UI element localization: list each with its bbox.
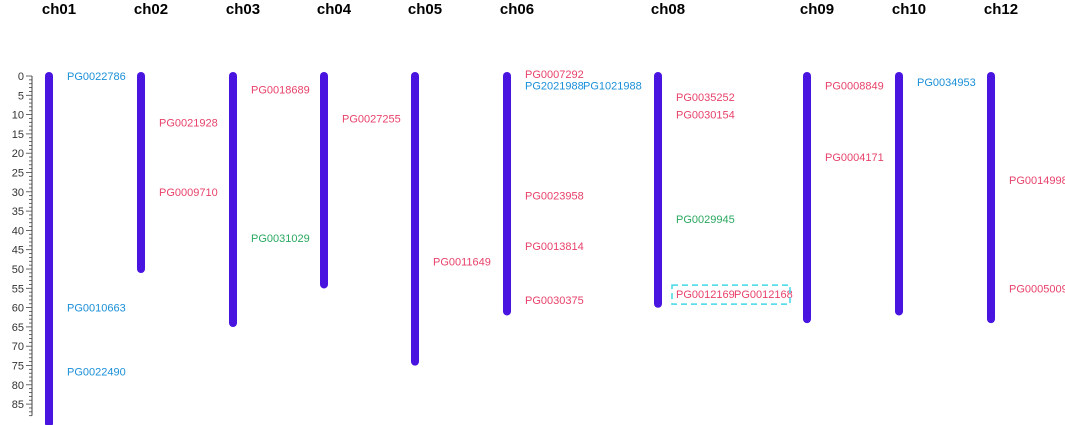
gene-label-PG0012168: PG0012168 [734, 289, 793, 301]
chromosome-bar-ch01 [45, 72, 53, 425]
chromosome-bar-ch10 [895, 72, 903, 316]
chromosome-title-ch10: ch10 [892, 1, 926, 18]
axis-tick-label: 60 [12, 303, 24, 315]
gene-label-PG0021928: PG0021928 [159, 117, 218, 129]
axis-tick-label: 30 [12, 187, 24, 199]
gene-label-PG0031029: PG0031029 [251, 233, 310, 245]
gene-label-PG0034953: PG0034953 [917, 77, 976, 89]
chromosome-title-ch03: ch03 [226, 1, 260, 18]
axis-tick-label: 85 [12, 399, 24, 411]
gene-labels: PG0022786 PG0010663 PG0022490 PG0021928 PG00… [67, 69, 1065, 378]
gene-label-PG0029945: PG0029945 [676, 214, 735, 226]
axis-tick-label: 55 [12, 283, 24, 295]
gene-label-PG0007292: PG0007292 [525, 69, 584, 81]
axis-tick-label: 75 [12, 361, 24, 373]
axis-tick-label: 40 [12, 225, 24, 237]
position-axis: 0 5 10 15 20 25 30 35 40 45 50 55 60 65 70 75 80 85 [12, 71, 33, 417]
chromosome-bar-ch06 [503, 72, 511, 316]
highlight-box [671, 284, 791, 305]
chromosome-bar-ch03 [229, 72, 237, 328]
gene-label-PG0022490: PG0022490 [67, 366, 126, 378]
gene-label-PG0030375: PG0030375 [525, 295, 584, 307]
gene-label-PG0018689: PG0018689 [251, 85, 310, 97]
chromosome-bar-ch05 [411, 72, 419, 366]
axis-tick-label: 70 [12, 341, 24, 353]
gene-label-PG0008849: PG0008849 [825, 81, 884, 93]
axis-tick-label: 25 [12, 168, 24, 180]
chromosomes: ch01 ch02 ch03 ch04 ch05 ch06 ch08 ch09 ch10 ch12 [42, 1, 1018, 425]
chromosome-bar-ch04 [320, 72, 328, 289]
axis-tick-label: 50 [12, 264, 24, 276]
chromosome-title-ch12: ch12 [984, 1, 1018, 18]
chromosome-title-ch08: ch08 [651, 1, 685, 18]
gene-label-PG0030154: PG0030154 [676, 110, 735, 122]
chromosome-title-ch09: ch09 [800, 1, 834, 18]
gene-label-PG0012169: PG0012169 [676, 289, 735, 301]
chromosome-bar-ch02 [137, 72, 145, 273]
gene-label-PG2021988: PG2021988 [525, 81, 584, 93]
gene-label-PG0014998: PG0014998 [1009, 175, 1065, 187]
gene-label-PG0023958: PG0023958 [525, 191, 584, 203]
axis-tick-label: 20 [12, 148, 24, 160]
gene-label-PG0010663: PG0010663 [67, 303, 126, 315]
gene-label-PG0011649: PG0011649 [433, 256, 491, 268]
axis-tick-label: 0 [18, 71, 24, 83]
axis-tick-label: 10 [12, 110, 24, 122]
gene-label-PG0013814: PG0013814 [525, 241, 584, 253]
gene-label-PG1021988: PG1021988 [583, 81, 642, 93]
gene-label-PG0022786: PG0022786 [67, 71, 126, 83]
chromosome-title-ch05: ch05 [408, 1, 442, 18]
axis-tick-label: 45 [12, 245, 24, 257]
chromosome-title-ch04: ch04 [317, 1, 352, 18]
gene-label-PG0005009: PG0005009 [1009, 283, 1065, 295]
axis-tick-label: 80 [12, 380, 24, 392]
chromosome-bar-ch12 [987, 72, 995, 324]
axis-tick-label: 5 [18, 90, 24, 102]
axis-tick-label: 65 [12, 322, 24, 334]
axis-tick-label: 35 [12, 206, 24, 218]
gene-label-PG0035252: PG0035252 [676, 92, 735, 104]
chromosome-title-ch02: ch02 [134, 1, 168, 18]
chromosome-bar-ch08 [654, 72, 662, 308]
chromosome-bar-ch09 [803, 72, 811, 324]
gene-label-PG0009710: PG0009710 [159, 187, 218, 199]
chromosome-title-ch06: ch06 [500, 1, 534, 18]
gene-label-PG0004171: PG0004171 [825, 152, 884, 164]
gene-label-PG0027255: PG0027255 [342, 113, 401, 125]
axis-tick-label: 15 [12, 129, 24, 141]
chromosome-title-ch01: ch01 [42, 1, 76, 18]
